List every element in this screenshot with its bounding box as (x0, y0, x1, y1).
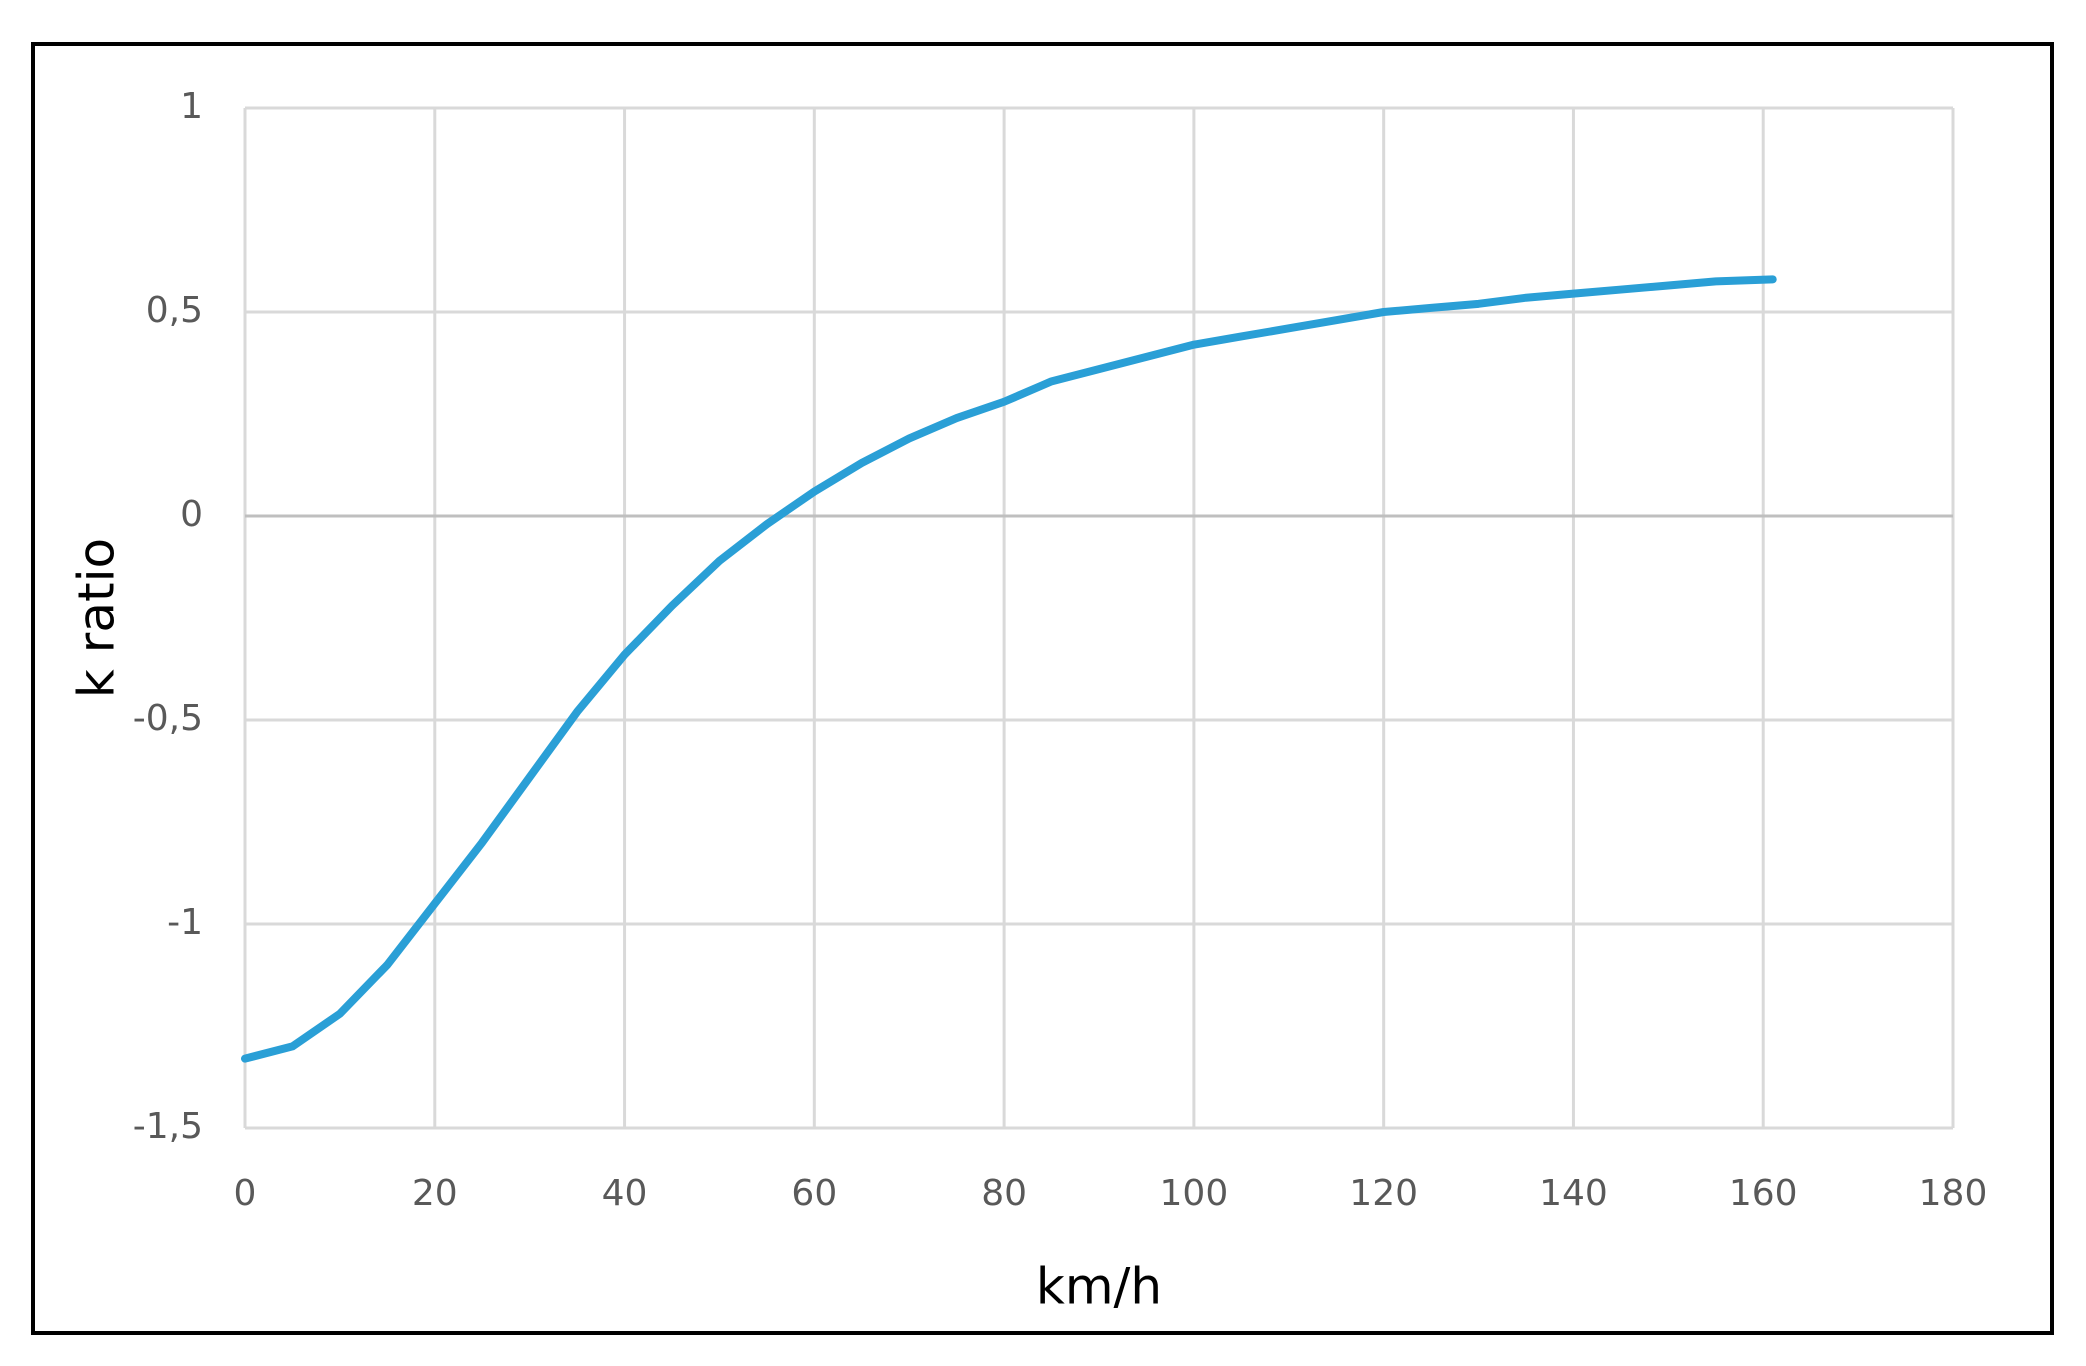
y-tick-label: -1 (167, 902, 203, 943)
y-tick-label: -0,5 (133, 698, 203, 739)
y-tick-label: 0,5 (146, 290, 203, 331)
data-line (241, 275, 1777, 1063)
x-tick-label: 0 (234, 1173, 257, 1214)
x-tick-label: 40 (602, 1173, 648, 1214)
y-tick-label: 0 (180, 494, 203, 535)
y-tick-label: -1,5 (133, 1106, 203, 1147)
chart-border (31, 42, 2054, 1335)
x-tick-label: 60 (791, 1173, 837, 1214)
x-tick-label: 120 (1349, 1173, 1418, 1214)
x-tick-label: 80 (981, 1173, 1027, 1214)
x-axis-title: km/h (1036, 1258, 1162, 1316)
x-tick-label: 180 (1919, 1173, 1988, 1214)
x-tick-label: 20 (412, 1173, 458, 1214)
x-tick-label: 160 (1729, 1173, 1798, 1214)
y-tick-label: 1 (180, 86, 203, 127)
y-axis-title: k ratio (68, 538, 126, 698)
x-tick-label: 140 (1539, 1173, 1608, 1214)
x-tick-label: 100 (1160, 1173, 1229, 1214)
